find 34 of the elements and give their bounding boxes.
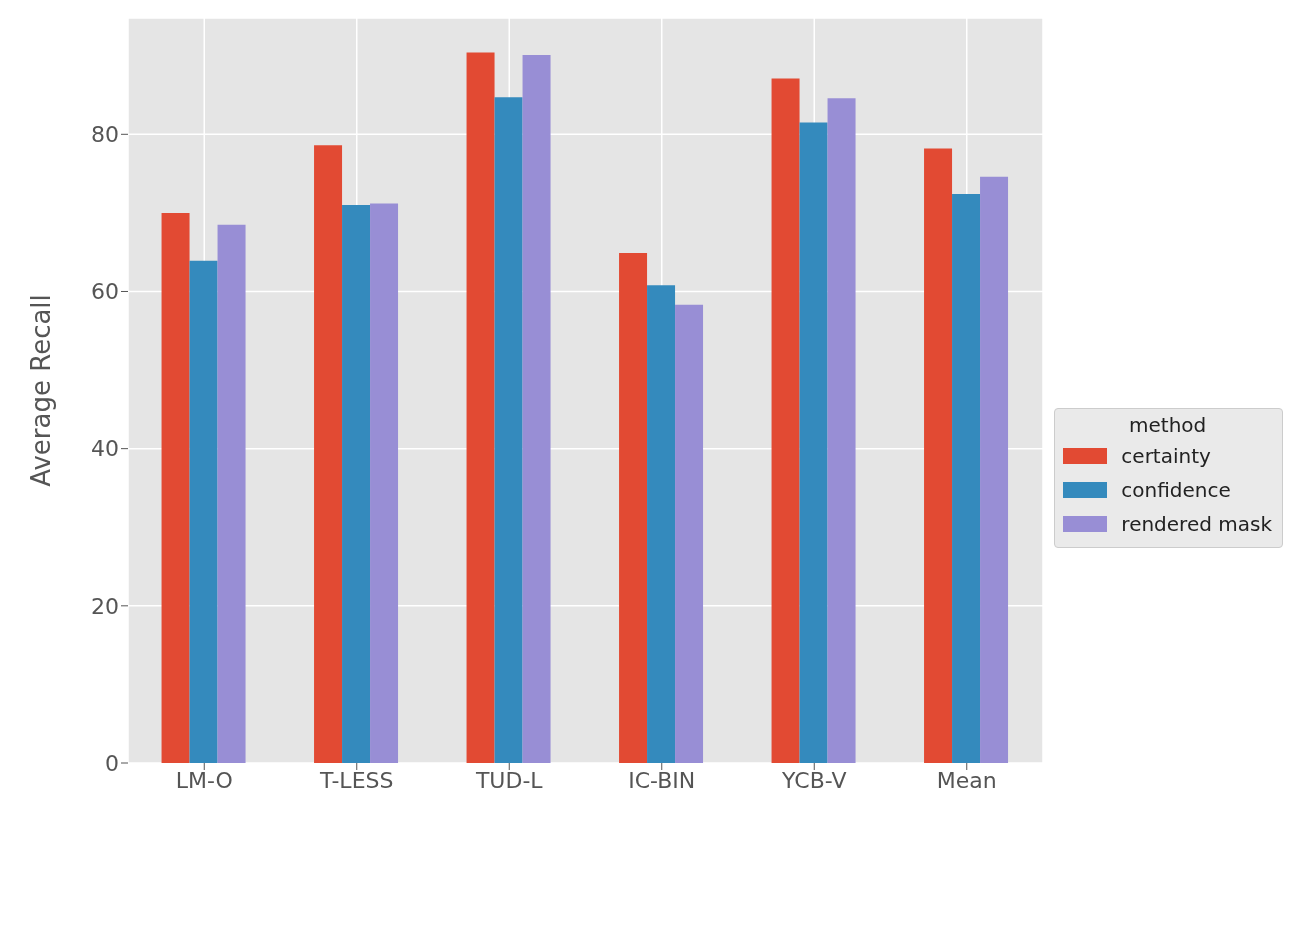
bar xyxy=(522,54,551,763)
x-tick-label: T-LESS xyxy=(319,767,394,793)
bar xyxy=(342,205,371,763)
x-tick-label: IC-BIN xyxy=(628,767,696,793)
bar xyxy=(647,285,676,763)
x-tick-label: LM-O xyxy=(175,767,233,793)
bar xyxy=(924,148,953,763)
bar xyxy=(189,260,218,763)
legend-label: rendered mask xyxy=(1121,512,1272,536)
bar xyxy=(980,176,1009,763)
x-tick-label: Mean xyxy=(936,767,997,793)
bar xyxy=(217,224,246,763)
bar xyxy=(952,194,981,763)
y-axis-title: Average Recall xyxy=(26,294,57,487)
bar xyxy=(466,52,495,763)
x-tick-label: TUD-L xyxy=(474,767,544,793)
bar xyxy=(771,78,800,763)
legend-label: certainty xyxy=(1121,444,1211,468)
bar xyxy=(494,97,523,763)
bar xyxy=(827,98,856,763)
legend-title: method xyxy=(1128,413,1208,437)
bar xyxy=(161,212,190,763)
y-tick-label: 40 xyxy=(91,436,119,462)
x-tick-label: YCB-V xyxy=(781,767,847,793)
y-tick-label: 60 xyxy=(91,279,119,305)
y-tick-label: 20 xyxy=(91,593,119,619)
y-tick-label: 0 xyxy=(105,750,119,776)
bar xyxy=(799,122,828,763)
bar xyxy=(314,145,343,763)
bar xyxy=(370,203,399,763)
bar xyxy=(675,304,704,763)
y-tick-label: 80 xyxy=(91,122,119,148)
bar xyxy=(619,252,648,763)
legend-label: confidence xyxy=(1121,478,1231,502)
